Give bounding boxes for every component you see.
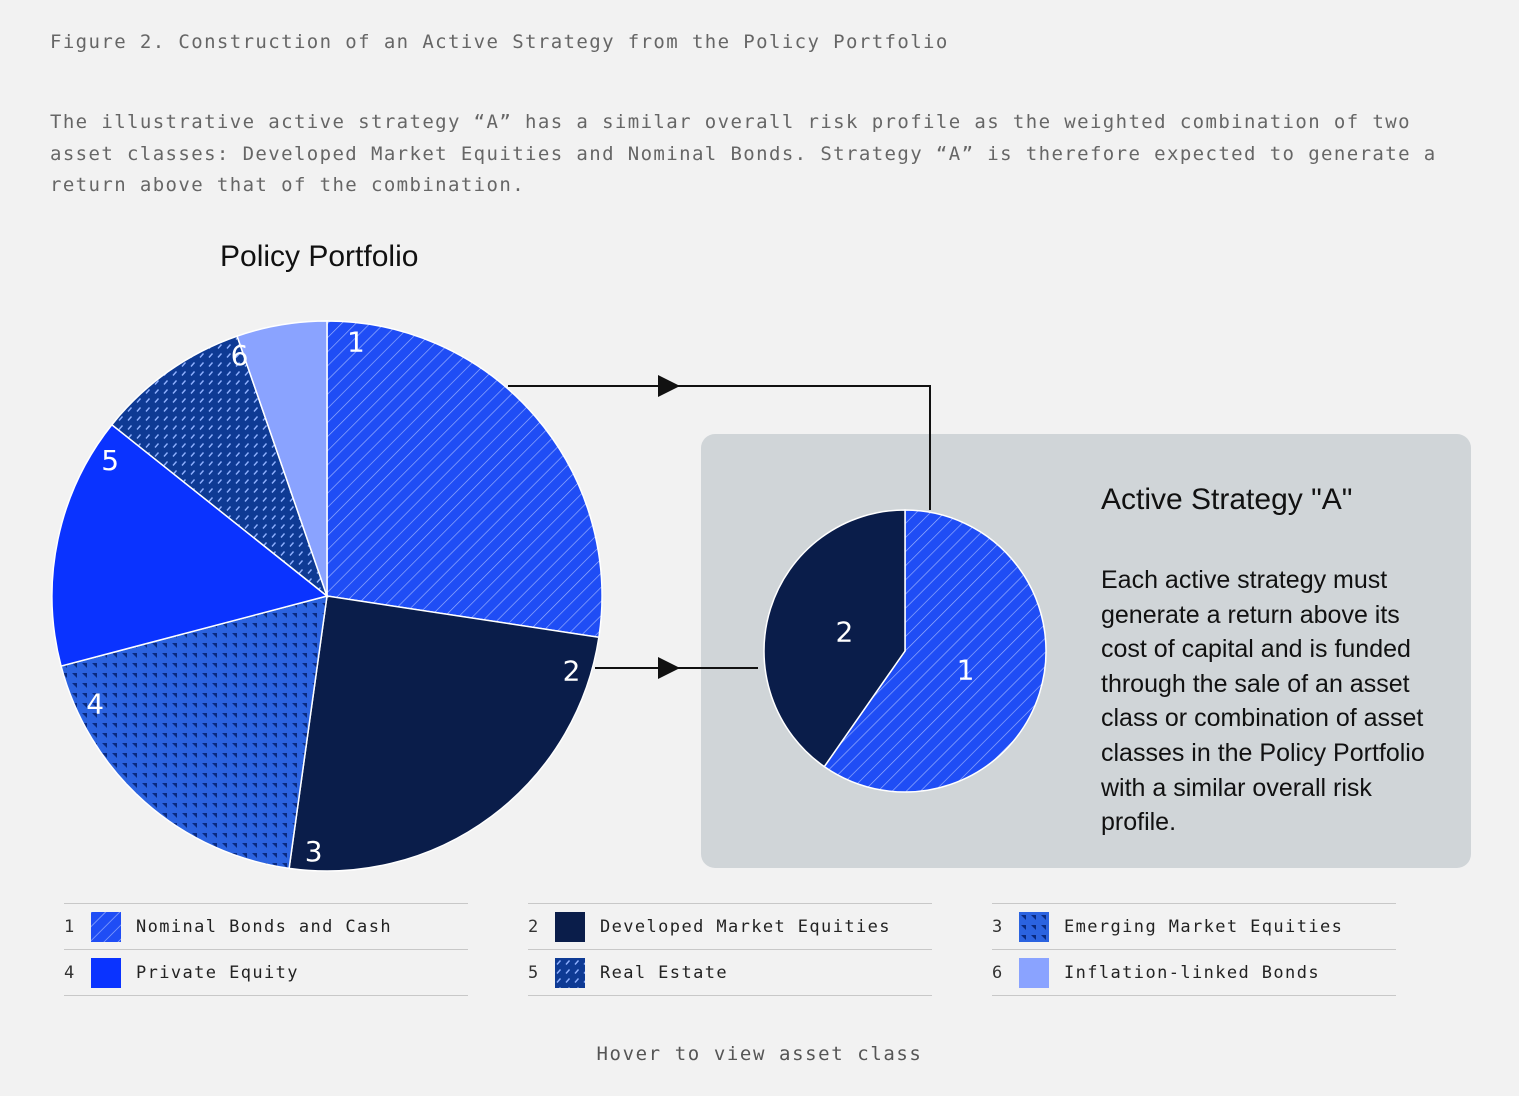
legend-label: Private Equity (136, 962, 299, 983)
panel-title: Active Strategy "A" (1101, 483, 1353, 516)
connector-arrows (508, 375, 931, 679)
pie-label-2: 2 (836, 615, 854, 648)
pie-slice-6[interactable] (236, 320, 328, 597)
connector-line-1 (508, 385, 931, 510)
real-estate-swatch (555, 957, 585, 988)
pie-slice-2[interactable] (288, 595, 600, 872)
legend-item-1[interactable]: 1 Nominal Bonds and Cash (64, 903, 468, 949)
legend-label: Developed Market Equities (600, 916, 891, 937)
legend-label: Real Estate (600, 962, 728, 983)
pie-label-4: 4 (86, 688, 104, 721)
pie-label-1: 1 (347, 325, 365, 358)
private-equity-swatch (91, 957, 121, 988)
developed-equities-swatch (555, 911, 585, 942)
legend-label: Emerging Market Equities (1064, 916, 1344, 937)
pie-label-3: 3 (305, 835, 323, 868)
pie-label-2: 2 (563, 654, 581, 687)
arrowhead-2 (658, 657, 680, 679)
legend-number: 2 (528, 916, 540, 937)
legend-item-4[interactable]: 4 Private Equity (64, 949, 468, 996)
inflation-linked-swatch (1019, 957, 1049, 988)
intro-text: The illustrative active strategy “A” has… (50, 111, 1437, 196)
legend-item-3[interactable]: 3 Emerging Market Equities (992, 903, 1396, 949)
emerging-equities-swatch (1019, 911, 1049, 942)
pie-slice-5[interactable] (110, 335, 329, 599)
legend-column-1: 1 Nominal Bonds and Cash 4 Private Equit… (64, 903, 468, 996)
nominal-bonds-swatch (91, 911, 121, 942)
pie-slice-1[interactable] (823, 509, 1047, 793)
legend-number: 5 (528, 962, 540, 983)
legend-column-3: 3 Emerging Market Equities 6 Inflation-l… (992, 903, 1396, 996)
pie-label-1: 1 (957, 654, 975, 687)
pie-slice-1[interactable] (326, 320, 603, 639)
legend-number: 4 (64, 962, 76, 983)
hover-hint: Hover to view asset class (596, 1043, 923, 1065)
pie-slice-4[interactable] (51, 423, 329, 667)
pie-label-5: 5 (101, 444, 119, 477)
legend-item-2[interactable]: 2 Developed Market Equities (528, 903, 932, 949)
legend-label: Inflation-linked Bonds (1064, 962, 1320, 983)
arrowhead-1 (658, 375, 680, 397)
pie-slice-3[interactable] (60, 594, 328, 870)
legend-number: 3 (992, 916, 1004, 937)
policy-portfolio-pie[interactable]: 1 2 3 4 5 6 (51, 320, 603, 872)
legend-number: 6 (992, 962, 1004, 983)
panel-description: Each active strategy must generate a ret… (1101, 566, 1425, 837)
legend-label: Nominal Bonds and Cash (136, 916, 392, 937)
legend-column-2: 2 Developed Market Equities 5 Real Estat… (528, 903, 932, 996)
legend-item-5[interactable]: 5 Real Estate (528, 949, 932, 996)
active-strategy-pie[interactable]: 12 (763, 509, 1047, 793)
legend-number: 1 (64, 916, 76, 937)
figure-title: Figure 2. Construction of an Active Stra… (50, 31, 949, 53)
policy-portfolio-title: Policy Portfolio (220, 240, 419, 273)
legend-item-6[interactable]: 6 Inflation-linked Bonds (992, 949, 1396, 996)
pie-slice-2[interactable] (763, 509, 906, 768)
pie-label-6: 6 (231, 339, 249, 372)
